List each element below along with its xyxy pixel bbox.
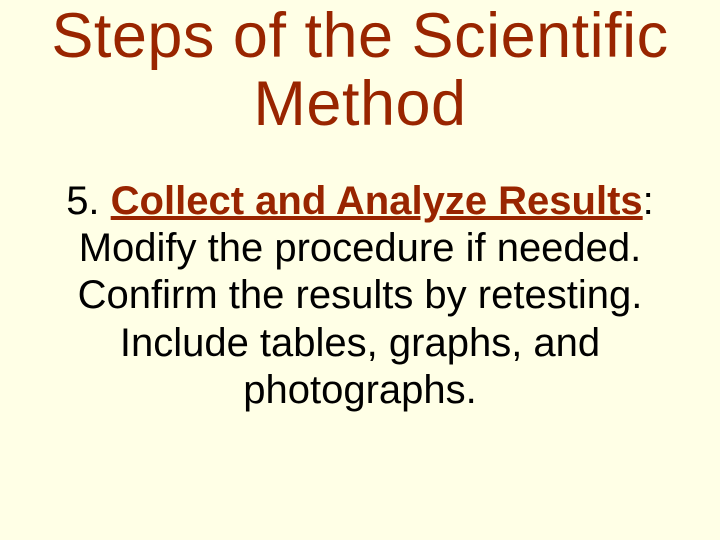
slide-body: 5. Collect and Analyze Results: Modify t… [40, 178, 680, 414]
step-description: Modify the procedure if needed. Confirm … [78, 226, 643, 412]
step-number: 5. [66, 179, 110, 223]
step-colon: : [643, 179, 654, 223]
slide-container: Steps of the Scientific Method 5. Collec… [0, 0, 720, 540]
slide-title: Steps of the Scientific Method [40, 2, 680, 138]
step-label: Collect and Analyze Results [111, 179, 643, 223]
